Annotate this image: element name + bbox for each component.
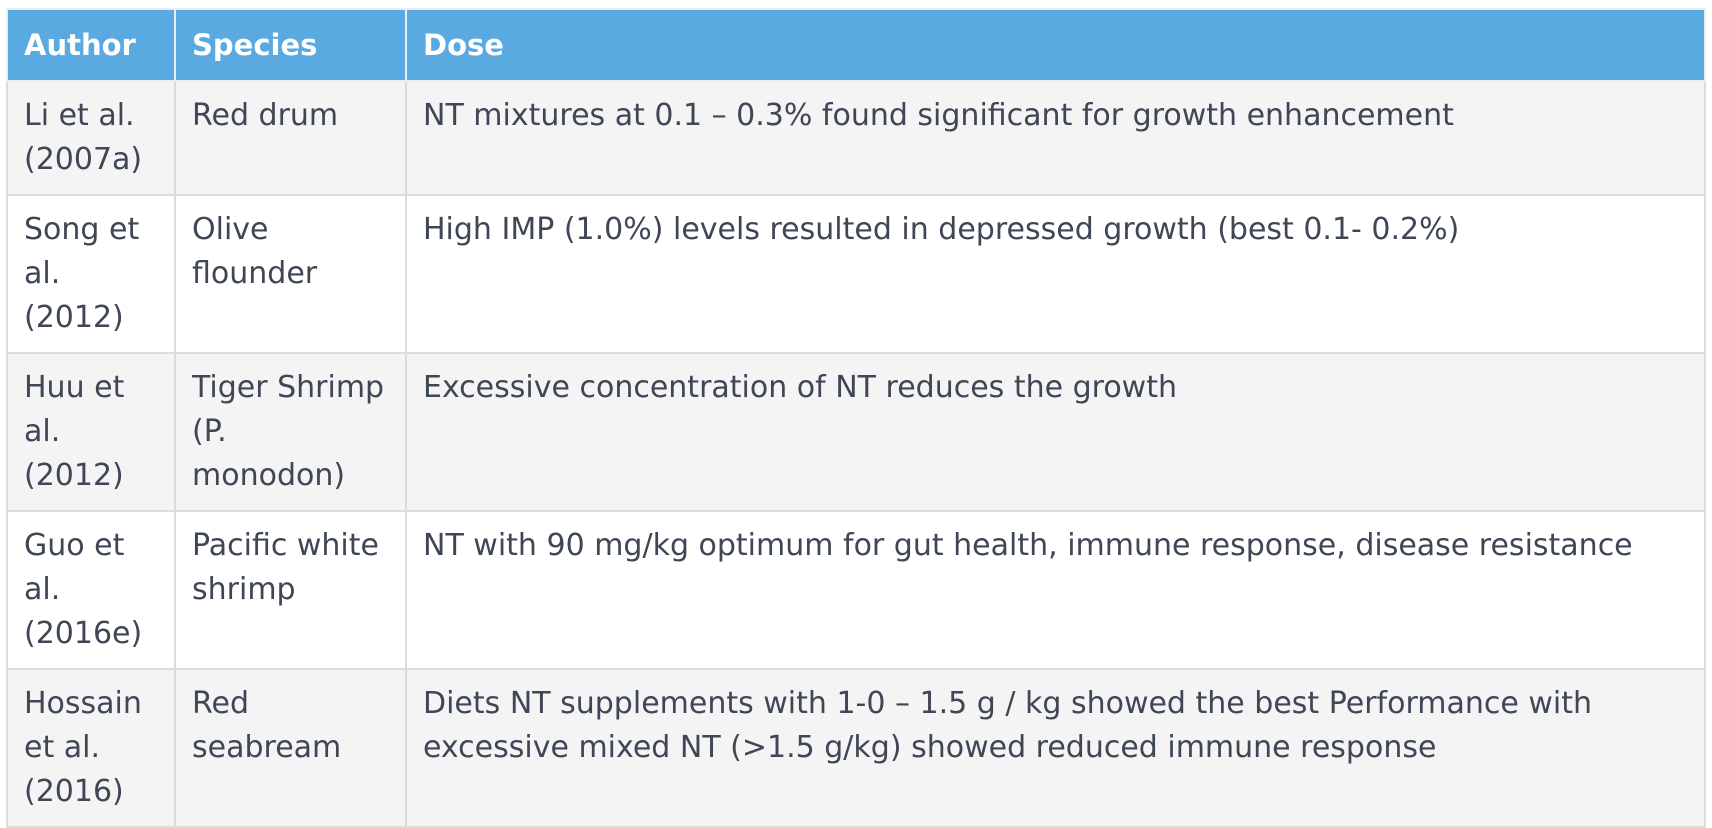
table-row: Hossain et al. (2016) Red seabream Diets… (6, 668, 1706, 828)
header-dose: Dose (405, 8, 1706, 82)
data-table-container: Author Species Dose Li et al. (2007a) Re… (6, 8, 1706, 828)
cell-species: Red seabream (174, 668, 407, 828)
cell-author: Huu et al. (2012) (6, 352, 176, 512)
cell-author: Li et al. (2007a) (6, 80, 176, 196)
cell-dose: NT with 90 mg/kg optimum for gut health,… (405, 510, 1706, 670)
cell-author: Guo et al. (2016e) (6, 510, 176, 670)
data-table: Author Species Dose Li et al. (2007a) Re… (6, 8, 1706, 828)
table-row: Li et al. (2007a) Red drum NT mixtures a… (6, 80, 1706, 196)
table-header: Author Species Dose (6, 8, 1706, 82)
cell-species: Pacific white shrimp (174, 510, 407, 670)
cell-dose: Diets NT supplements with 1-0 – 1.5 g / … (405, 668, 1706, 828)
cell-dose: High IMP (1.0%) levels resulted in depre… (405, 194, 1706, 354)
header-row: Author Species Dose (6, 8, 1706, 82)
header-author: Author (6, 8, 176, 82)
cell-dose: Excessive concentration of NT reduces th… (405, 352, 1706, 512)
table-body: Li et al. (2007a) Red drum NT mixtures a… (6, 80, 1706, 828)
table-row: Guo et al. (2016e) Pacific white shrimp … (6, 510, 1706, 670)
cell-author: Song et al. (2012) (6, 194, 176, 354)
header-species: Species (174, 8, 407, 82)
cell-species: Red drum (174, 80, 407, 196)
cell-species: Olive flounder (174, 194, 407, 354)
table-row: Song et al. (2012) Olive flounder High I… (6, 194, 1706, 354)
cell-dose: NT mixtures at 0.1 – 0.3% found signific… (405, 80, 1706, 196)
cell-species: Tiger Shrimp (P. monodon) (174, 352, 407, 512)
table-row: Huu et al. (2012) Tiger Shrimp (P. monod… (6, 352, 1706, 512)
cell-author: Hossain et al. (2016) (6, 668, 176, 828)
